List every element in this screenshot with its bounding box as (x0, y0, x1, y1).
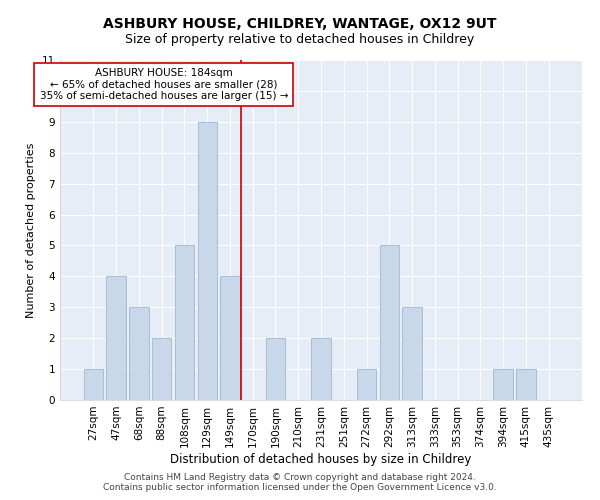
Bar (380, 246, 399, 400)
Text: ASHBURY HOUSE, CHILDREY, WANTAGE, OX12 9UT: ASHBURY HOUSE, CHILDREY, WANTAGE, OX12 9… (103, 18, 497, 32)
Bar (403, 308, 422, 400)
Bar (84, 369, 103, 400)
X-axis label: Distribution of detached houses by size in Childrey: Distribution of detached houses by size … (170, 452, 472, 466)
Bar (175, 246, 194, 400)
Bar (220, 276, 239, 400)
Bar (493, 369, 513, 400)
Text: Size of property relative to detached houses in Childrey: Size of property relative to detached ho… (125, 32, 475, 46)
Y-axis label: Number of detached properties: Number of detached properties (26, 142, 37, 318)
Text: ASHBURY HOUSE: 184sqm
← 65% of detached houses are smaller (28)
35% of semi-deta: ASHBURY HOUSE: 184sqm ← 65% of detached … (40, 68, 288, 101)
Bar (152, 338, 172, 400)
Bar (266, 338, 285, 400)
Bar (106, 276, 126, 400)
Bar (516, 369, 536, 400)
Bar (197, 122, 217, 400)
Bar (129, 308, 149, 400)
Text: Contains HM Land Registry data © Crown copyright and database right 2024.
Contai: Contains HM Land Registry data © Crown c… (103, 473, 497, 492)
Bar (357, 369, 376, 400)
Bar (311, 338, 331, 400)
